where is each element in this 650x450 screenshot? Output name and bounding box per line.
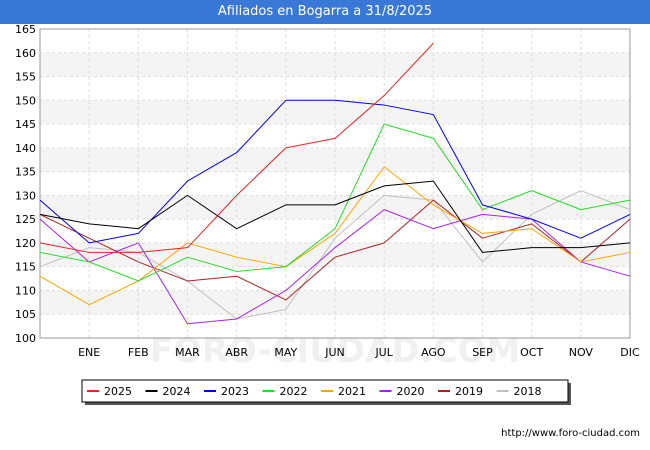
y-tick-label: 140 bbox=[15, 142, 36, 155]
plot-band bbox=[40, 195, 630, 220]
series-line-2019 bbox=[39, 199, 631, 301]
y-tick-label: 165 bbox=[15, 23, 36, 36]
y-tick-label: 135 bbox=[15, 166, 36, 179]
y-tick-label: 155 bbox=[15, 71, 36, 84]
plot-band bbox=[40, 52, 630, 77]
x-tick-label: NOV bbox=[569, 346, 594, 359]
source-credit: http://www.foro-ciudad.com bbox=[501, 428, 640, 439]
series-line-2023 bbox=[39, 99, 631, 244]
legend-label-2022: 2022 bbox=[280, 385, 308, 398]
x-tick-label: JUL bbox=[374, 346, 393, 359]
plot-band bbox=[40, 124, 630, 148]
legend-label-2024: 2024 bbox=[163, 385, 191, 398]
y-tick-label: 125 bbox=[15, 213, 36, 226]
x-tick-label: AGO bbox=[421, 346, 446, 359]
legend-label-2020: 2020 bbox=[397, 385, 425, 398]
series-line-2022 bbox=[39, 123, 631, 282]
y-tick-label: 130 bbox=[15, 189, 36, 202]
y-tick-label: 100 bbox=[15, 332, 36, 345]
y-tick-label: 145 bbox=[15, 118, 36, 131]
plot-band bbox=[40, 290, 630, 315]
y-tick-label: 105 bbox=[15, 308, 36, 321]
series-line-2024 bbox=[39, 180, 631, 253]
legend-label-2019: 2019 bbox=[455, 385, 483, 398]
legend-label-2025: 2025 bbox=[104, 385, 132, 398]
x-tick-label: JUN bbox=[324, 346, 345, 359]
plot-band bbox=[40, 219, 630, 243]
x-tick-label: ENE bbox=[78, 346, 100, 359]
x-tick-label: MAR bbox=[175, 346, 200, 359]
x-tick-label: SEP bbox=[472, 346, 493, 359]
y-tick-label: 110 bbox=[15, 284, 36, 297]
plot-band bbox=[40, 266, 630, 291]
legend-label-2021: 2021 bbox=[338, 385, 366, 398]
plot-frame bbox=[39, 28, 631, 339]
plot-band bbox=[40, 242, 630, 267]
chart-title: Afiliados en Bogarra a 31/8/2025 bbox=[0, 0, 650, 24]
x-tick-label: FEB bbox=[128, 346, 149, 359]
x-tick-label: MAY bbox=[274, 346, 297, 359]
plot-band bbox=[40, 314, 630, 338]
legend-label-2023: 2023 bbox=[221, 385, 249, 398]
x-tick-label: ABR bbox=[225, 346, 248, 359]
x-tick-label: DIC bbox=[620, 346, 640, 359]
y-tick-label: 150 bbox=[15, 94, 36, 107]
y-tick-label: 115 bbox=[15, 261, 36, 274]
y-tick-label: 160 bbox=[15, 47, 36, 60]
legend-label-2018: 2018 bbox=[514, 385, 542, 398]
y-tick-label: 120 bbox=[15, 237, 36, 250]
x-tick-label: OCT bbox=[520, 346, 543, 359]
plot-band bbox=[40, 147, 630, 172]
series-line-2025 bbox=[39, 42, 434, 253]
plot-band bbox=[40, 100, 630, 125]
plot-band bbox=[40, 76, 630, 101]
plot-band bbox=[40, 171, 630, 196]
plot-band bbox=[40, 29, 630, 53]
